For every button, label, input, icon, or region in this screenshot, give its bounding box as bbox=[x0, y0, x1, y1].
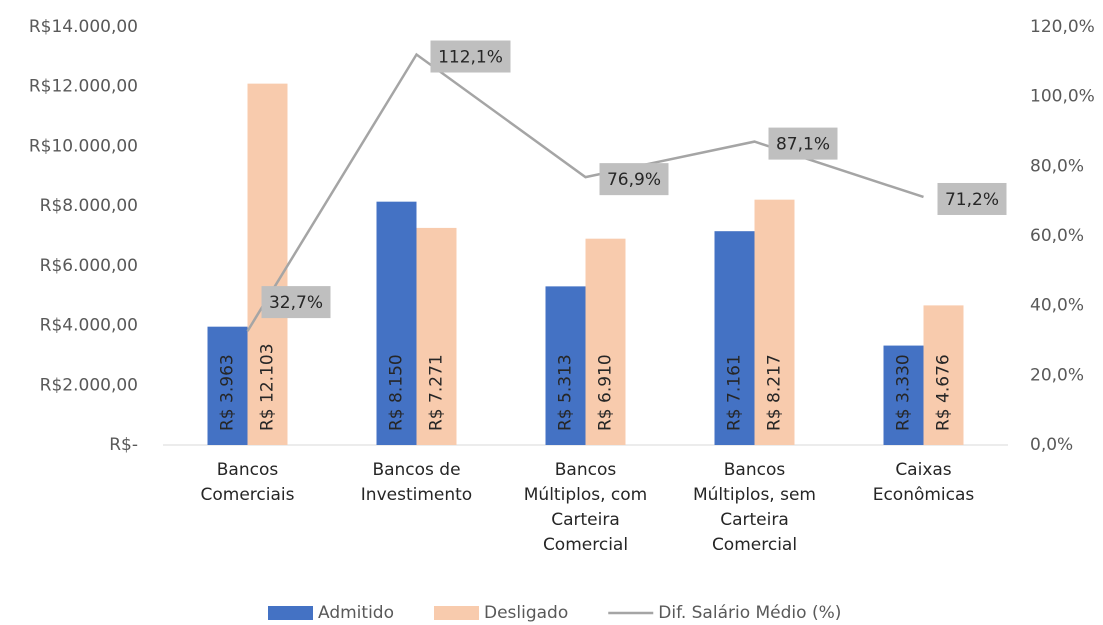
bar-label: R$ 4.676 bbox=[934, 354, 954, 431]
y2-tick-label: 0,0% bbox=[1030, 435, 1073, 455]
y-tick-label: R$12.000,00 bbox=[29, 77, 138, 97]
line-label: 87,1% bbox=[776, 135, 830, 155]
y-tick-label: R$6.000,00 bbox=[40, 256, 138, 276]
line-label-box bbox=[430, 40, 511, 73]
line-label-box bbox=[261, 286, 331, 319]
y2-tick-label: 100,0% bbox=[1030, 87, 1095, 107]
x-tick-label: Bancos Múltiplos, sem Carteira Comercial bbox=[692, 460, 816, 555]
bar-label: R$ 7.161 bbox=[725, 354, 745, 431]
line-label: 71,2% bbox=[945, 190, 999, 210]
bar bbox=[545, 286, 586, 445]
line-label-box bbox=[599, 163, 669, 196]
bar bbox=[714, 231, 755, 445]
x-tick-label: Caixas Econômicas bbox=[872, 460, 975, 505]
line-label: 112,1% bbox=[438, 48, 503, 68]
x-tick-label: Bancos Comerciais bbox=[200, 460, 295, 505]
bar bbox=[247, 83, 288, 445]
legend-label: Admitido bbox=[318, 603, 394, 623]
bar bbox=[416, 227, 457, 445]
y-tick-label: R$4.000,00 bbox=[40, 316, 138, 336]
line-label-box bbox=[768, 127, 838, 160]
legend-label: Dif. Salário Médio (%) bbox=[658, 603, 841, 623]
x-tick-label: Bancos de Investimento bbox=[360, 460, 473, 505]
y-tick-label: R$- bbox=[109, 435, 138, 455]
line bbox=[246, 52, 924, 332]
y2-tick-label: 40,0% bbox=[1030, 296, 1084, 316]
y2-tick-label: 60,0% bbox=[1030, 226, 1084, 246]
bar-label: R$ 3.330 bbox=[894, 354, 914, 431]
bar-label: R$ 5.313 bbox=[556, 354, 576, 431]
y-tick-label: R$8.000,00 bbox=[40, 196, 138, 216]
bar bbox=[754, 199, 795, 445]
bar-label: R$ 6.910 bbox=[596, 354, 616, 431]
legend-swatch bbox=[268, 606, 313, 620]
bar-label: R$ 3.963 bbox=[218, 354, 238, 431]
bar bbox=[883, 345, 924, 445]
bar bbox=[207, 326, 248, 445]
bar bbox=[376, 201, 417, 445]
legend-label: Desligado bbox=[484, 603, 568, 623]
bar-label: R$ 12.103 bbox=[258, 343, 278, 431]
bar bbox=[585, 238, 626, 445]
y-tick-label: R$2.000,00 bbox=[40, 375, 138, 395]
y-tick-label: R$10.000,00 bbox=[29, 136, 138, 156]
y2-tick-label: 80,0% bbox=[1030, 156, 1084, 176]
line-label-box bbox=[937, 182, 1007, 215]
bar-label: R$ 7.271 bbox=[427, 354, 447, 431]
x-tick-label: Bancos Múltiplos, com Carteira Comercial bbox=[523, 460, 648, 555]
y2-tick-label: 20,0% bbox=[1030, 365, 1084, 385]
y-tick-label: R$14.000,00 bbox=[29, 17, 138, 37]
bar bbox=[923, 305, 964, 445]
y2-tick-label: 120,0% bbox=[1030, 17, 1095, 37]
bar-label: R$ 8.217 bbox=[765, 354, 785, 431]
line-label: 76,9% bbox=[607, 170, 661, 190]
legend-swatch bbox=[434, 606, 479, 620]
bar-label: R$ 8.150 bbox=[387, 354, 407, 431]
line-label: 32,7% bbox=[269, 293, 323, 313]
